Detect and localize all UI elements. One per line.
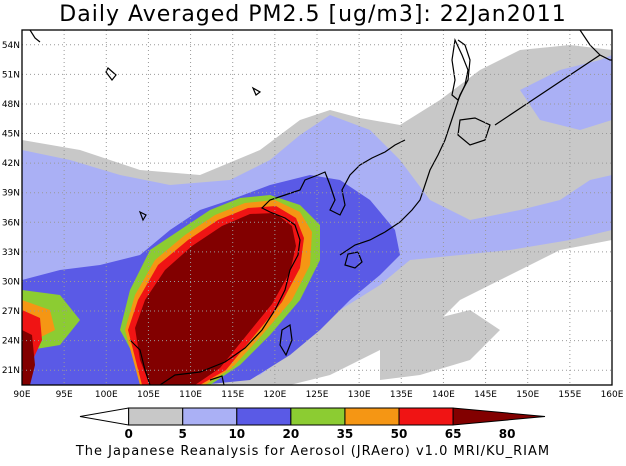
- latitude-tick-label: 39N: [2, 189, 20, 199]
- map-title: Daily Averaged PM2.5 [ug/m3]: 22Jan2011: [59, 2, 567, 27]
- colorbar-label: 35: [337, 427, 354, 441]
- longitude-tick-label: 100E: [95, 390, 118, 400]
- coastline-vietnam: [129, 339, 151, 385]
- colorbar: 0 5 10 20 35 50 65 80: [79, 407, 546, 441]
- coastline-sakhalin: [451, 37, 469, 101]
- colorbar-label: 5: [179, 427, 187, 441]
- latitude-tick-label: 45N: [2, 130, 20, 140]
- colorbar-swatch: [290, 407, 346, 426]
- longitude-tick-label: 120E: [263, 390, 286, 400]
- coastline-kyushu: [344, 251, 363, 269]
- colorbar-label: 0: [124, 427, 132, 441]
- longitude-tick-label: 95E: [56, 390, 73, 400]
- colorbar-label: 10: [228, 427, 245, 441]
- pm25-level-10-north: [520, 55, 612, 130]
- colorbar-label: 50: [391, 427, 408, 441]
- colorbar-swatch: [398, 407, 454, 426]
- coastline-hainan: [209, 375, 225, 385]
- latitude-tick-label: 48N: [2, 100, 20, 110]
- colorbar-swatch: [452, 407, 546, 426]
- pm25-level-5b: [380, 310, 500, 380]
- coastline-kamchatka: [579, 30, 612, 61]
- latitude-tick-label: 30N: [2, 277, 20, 287]
- latitude-tick-label: 51N: [2, 70, 20, 80]
- longitude-tick-label: 110E: [179, 390, 202, 400]
- latitude-tick-label: 54N: [2, 41, 20, 51]
- colorbar-label: 80: [499, 427, 516, 441]
- colorbar-label: 65: [445, 427, 462, 441]
- latitude-tick-label: 21N: [2, 366, 20, 376]
- longitude-tick-label: 90E: [13, 390, 30, 400]
- longitude-tick-labels: 90E 95E 100E 105E 110E 115E 120E 125E 130E 135E 14…: [13, 390, 623, 400]
- coastline-kurils: [494, 54, 601, 126]
- latitude-tick-label: 42N: [2, 159, 20, 169]
- coastlines: [29, 30, 612, 385]
- latitude-tick-label: 33N: [2, 248, 20, 258]
- coastline-hokkaido: [457, 117, 491, 146]
- longitude-tick-label: 135E: [390, 390, 413, 400]
- coastline-china-korea: [159, 139, 406, 385]
- colorbar-swatch: [79, 407, 130, 426]
- pm25-level-80-west: [22, 330, 35, 385]
- latitude-tick-label: 24N: [2, 337, 20, 347]
- colorbar-label: 20: [283, 427, 300, 441]
- coastline-japan: [339, 39, 471, 256]
- colorbar-swatch: [128, 407, 184, 426]
- longitude-tick-label: 115E: [221, 390, 244, 400]
- footer-credit: The Japanese Reanalysis for Aerosol (JRA…: [75, 444, 551, 459]
- coastline-mongolia-edge: [29, 30, 41, 43]
- longitude-tick-label: 150E: [516, 390, 539, 400]
- coastline-small-island-2: [251, 86, 262, 96]
- coastline-taiwan: [279, 323, 293, 357]
- map-frame: [21, 29, 613, 386]
- longitude-tick-label: 160E: [601, 390, 624, 400]
- longitude-tick-label: 140E: [432, 390, 455, 400]
- latitude-tick-label: 27N: [2, 307, 20, 317]
- colorbar-swatch: [236, 407, 292, 426]
- coastline-small-island-1: [138, 210, 147, 222]
- longitude-tick-label: 155E: [558, 390, 581, 400]
- latitude-tick-labels: 54N 51N 48N 45N 42N 39N 36N 33N 30N 27N 24N 21N: [2, 41, 20, 376]
- longitude-tick-label: 130E: [348, 390, 371, 400]
- longitude-tick-label: 105E: [137, 390, 160, 400]
- latitude-tick-label: 36N: [2, 218, 20, 228]
- longitude-tick-label: 125E: [306, 390, 329, 400]
- colorbar-swatch: [344, 407, 400, 426]
- colorbar-swatch: [182, 407, 238, 426]
- pm25-level-80: [135, 213, 296, 385]
- longitude-tick-label: 145E: [474, 390, 497, 400]
